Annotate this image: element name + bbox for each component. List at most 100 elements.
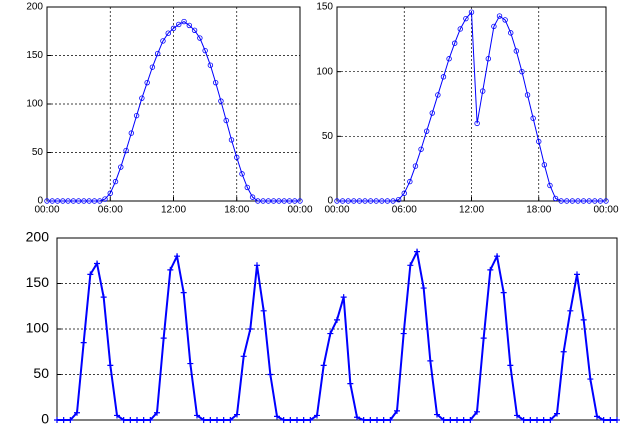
point-marker bbox=[454, 417, 460, 423]
point-marker bbox=[81, 198, 87, 204]
point-marker bbox=[592, 198, 598, 204]
point-marker bbox=[474, 120, 480, 127]
point-marker bbox=[86, 198, 92, 204]
point-marker bbox=[67, 417, 74, 423]
point-marker bbox=[607, 417, 614, 423]
point-marker bbox=[276, 198, 282, 204]
point-marker bbox=[401, 190, 407, 196]
point-marker bbox=[485, 56, 492, 62]
point-marker bbox=[327, 330, 334, 337]
point-marker bbox=[507, 362, 514, 369]
point-marker bbox=[547, 417, 554, 423]
y-tick-label: 50 bbox=[33, 365, 49, 381]
point-marker bbox=[600, 417, 607, 423]
point-marker bbox=[80, 339, 87, 346]
y-tick-label: 50 bbox=[32, 147, 44, 158]
point-marker bbox=[373, 198, 379, 204]
point-marker bbox=[360, 417, 367, 423]
point-marker bbox=[114, 412, 120, 419]
point-marker bbox=[239, 171, 245, 177]
point-marker bbox=[247, 326, 254, 332]
point-marker bbox=[434, 411, 440, 418]
point-marker bbox=[97, 198, 103, 204]
point-marker bbox=[314, 412, 320, 419]
point-marker bbox=[100, 294, 107, 301]
point-marker bbox=[149, 64, 156, 70]
x-tick-label: 00:00 bbox=[34, 205, 59, 216]
point-marker bbox=[320, 362, 327, 369]
point-marker bbox=[128, 130, 135, 136]
point-marker bbox=[420, 285, 427, 292]
point-marker bbox=[249, 194, 256, 200]
point-marker bbox=[440, 417, 447, 423]
axes-frame bbox=[56, 237, 618, 421]
point-marker bbox=[191, 27, 198, 33]
point-marker bbox=[123, 147, 129, 154]
point-marker bbox=[260, 307, 267, 314]
y-tick-label: 200 bbox=[26, 229, 50, 245]
point-marker bbox=[227, 417, 234, 423]
point-marker bbox=[180, 289, 187, 296]
point-marker bbox=[494, 253, 500, 260]
point-marker bbox=[65, 198, 71, 204]
point-marker bbox=[463, 15, 469, 22]
point-marker bbox=[354, 414, 360, 421]
point-marker bbox=[412, 163, 419, 169]
point-marker bbox=[120, 417, 127, 423]
point-marker bbox=[356, 198, 363, 204]
point-marker bbox=[160, 38, 166, 44]
point-marker bbox=[564, 198, 570, 204]
point-marker bbox=[407, 262, 414, 269]
point-marker bbox=[500, 289, 507, 296]
point-marker bbox=[552, 195, 559, 202]
point-marker bbox=[287, 417, 294, 423]
point-marker bbox=[480, 335, 487, 342]
point-marker bbox=[176, 21, 182, 28]
point-marker bbox=[223, 117, 229, 124]
y-tick-label: 200 bbox=[26, 2, 43, 13]
data-line bbox=[57, 248, 617, 421]
point-marker bbox=[491, 23, 497, 30]
point-marker bbox=[140, 417, 147, 423]
point-marker bbox=[407, 178, 413, 185]
point-marker bbox=[54, 198, 61, 204]
point-marker bbox=[580, 198, 587, 204]
point-marker bbox=[240, 353, 247, 360]
point-marker bbox=[435, 92, 441, 98]
y-tick-label: 0 bbox=[37, 196, 43, 207]
point-marker bbox=[347, 380, 354, 387]
point-marker bbox=[541, 162, 548, 168]
point-marker bbox=[286, 198, 293, 204]
y-tick-label: 50 bbox=[322, 131, 334, 142]
point-marker bbox=[587, 376, 594, 383]
point-marker bbox=[167, 266, 174, 273]
point-marker bbox=[74, 409, 80, 416]
point-marker bbox=[447, 417, 454, 423]
point-marker bbox=[427, 357, 434, 364]
data-line bbox=[337, 10, 606, 202]
point-marker bbox=[394, 407, 400, 414]
subplot: 0 50 100 150 200 bbox=[26, 229, 620, 427]
point-marker bbox=[144, 79, 150, 86]
point-marker bbox=[345, 198, 351, 204]
point-marker bbox=[234, 411, 240, 418]
point-marker bbox=[603, 198, 609, 204]
point-marker bbox=[374, 417, 380, 423]
point-marker bbox=[508, 30, 514, 36]
point-marker bbox=[457, 26, 463, 32]
point-marker bbox=[300, 417, 307, 423]
point-marker bbox=[474, 408, 480, 415]
y-tick-label: 150 bbox=[316, 2, 333, 13]
point-marker bbox=[181, 18, 187, 25]
point-marker bbox=[575, 198, 581, 204]
point-marker bbox=[530, 115, 536, 121]
point-marker bbox=[220, 417, 227, 423]
point-marker bbox=[429, 110, 435, 116]
point-marker bbox=[127, 417, 134, 423]
point-marker bbox=[170, 25, 177, 32]
axes-frame bbox=[336, 6, 607, 202]
point-marker bbox=[580, 316, 587, 323]
point-marker bbox=[502, 17, 508, 23]
point-marker bbox=[423, 128, 430, 134]
